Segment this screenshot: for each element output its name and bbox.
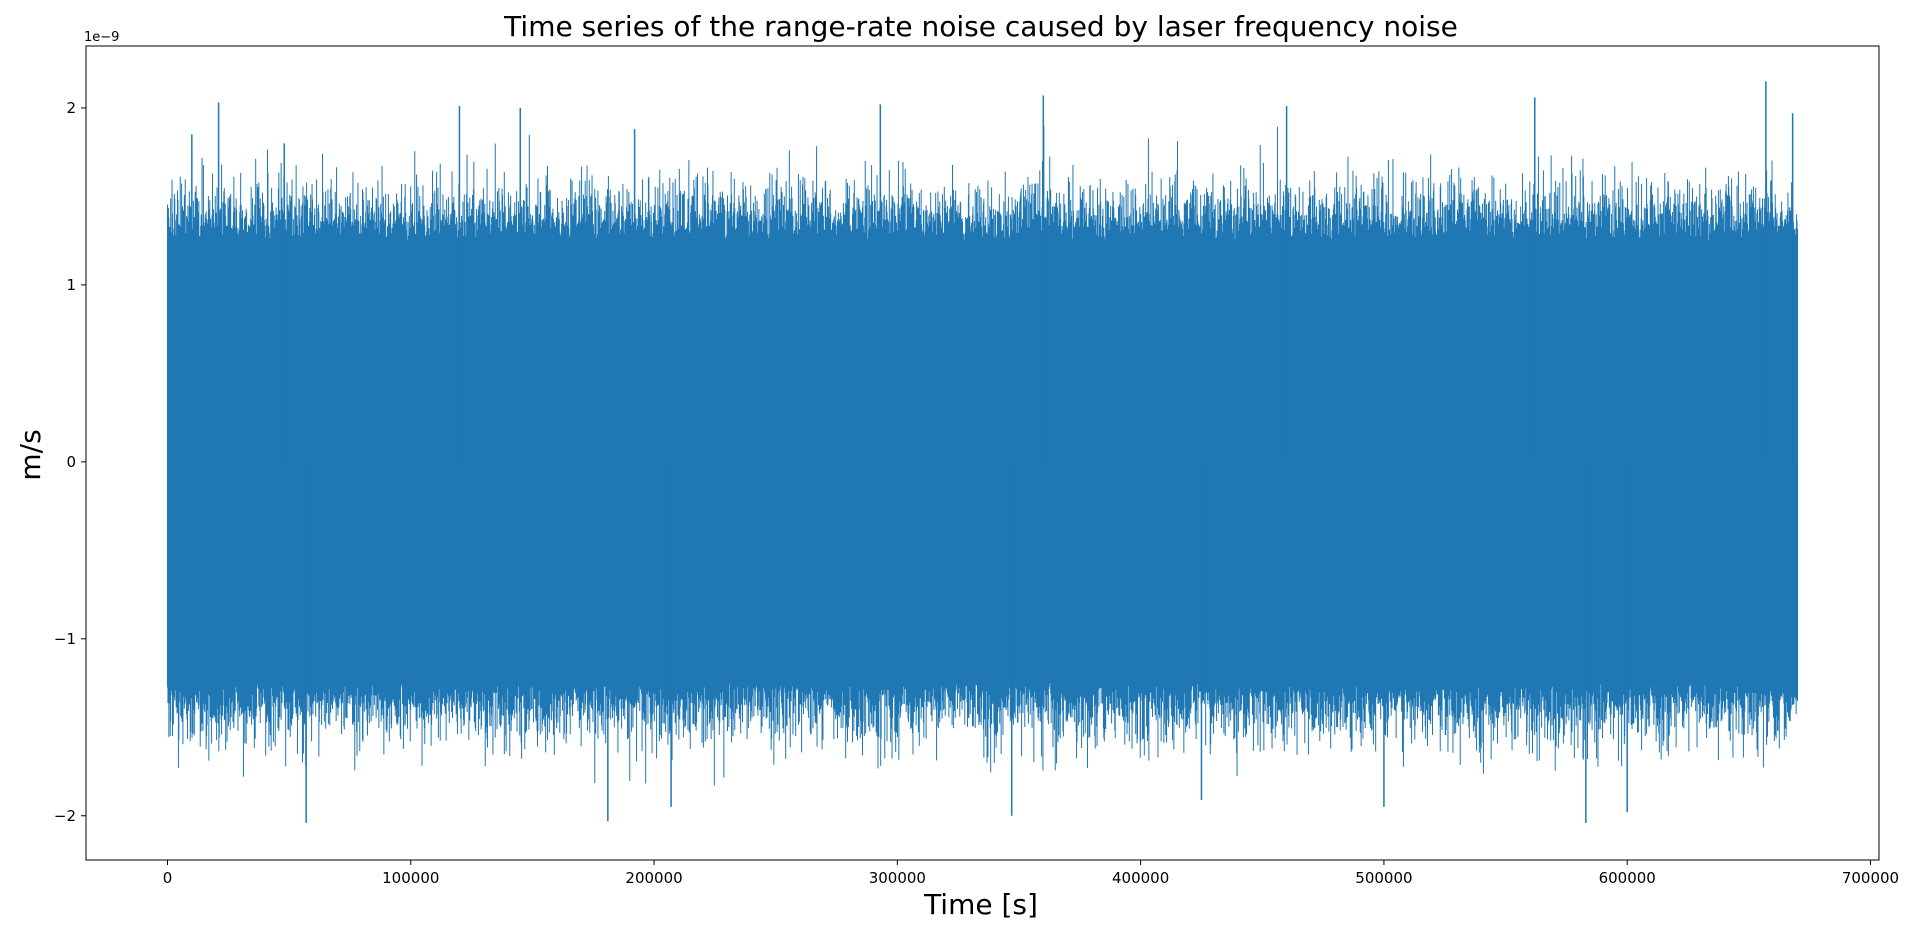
x-tick-label: 300000	[869, 869, 926, 887]
y-tick-label: −2	[54, 807, 76, 825]
plot-frame	[85, 45, 1880, 861]
x-tick-label: 200000	[625, 869, 682, 887]
y-tick-label: −1	[54, 630, 76, 648]
x-tick-label: 500000	[1355, 869, 1412, 887]
y-axis-label: m/s	[14, 429, 47, 480]
chart-title: Time series of the range-rate noise caus…	[503, 10, 1458, 43]
x-tick-label: 100000	[382, 869, 439, 887]
x-axis: 0 100000 200000 300000 400000 500000 600000 700…	[163, 860, 1899, 887]
x-tick-label: 0	[163, 869, 173, 887]
y-offset-label: 1e−9	[84, 30, 119, 45]
y-axis: −2 −1 0 1 2	[54, 99, 86, 825]
y-tick-label: 2	[66, 99, 76, 117]
y-tick-label: 0	[66, 453, 76, 471]
series-envelope	[167, 125, 1798, 786]
x-tick-label: 700000	[1842, 869, 1899, 887]
plot-area	[167, 81, 1798, 823]
x-tick-label: 600000	[1599, 869, 1656, 887]
x-axis-label: Time [s]	[923, 888, 1038, 921]
y-tick-label: 1	[66, 276, 76, 294]
x-tick-label: 400000	[1112, 869, 1169, 887]
